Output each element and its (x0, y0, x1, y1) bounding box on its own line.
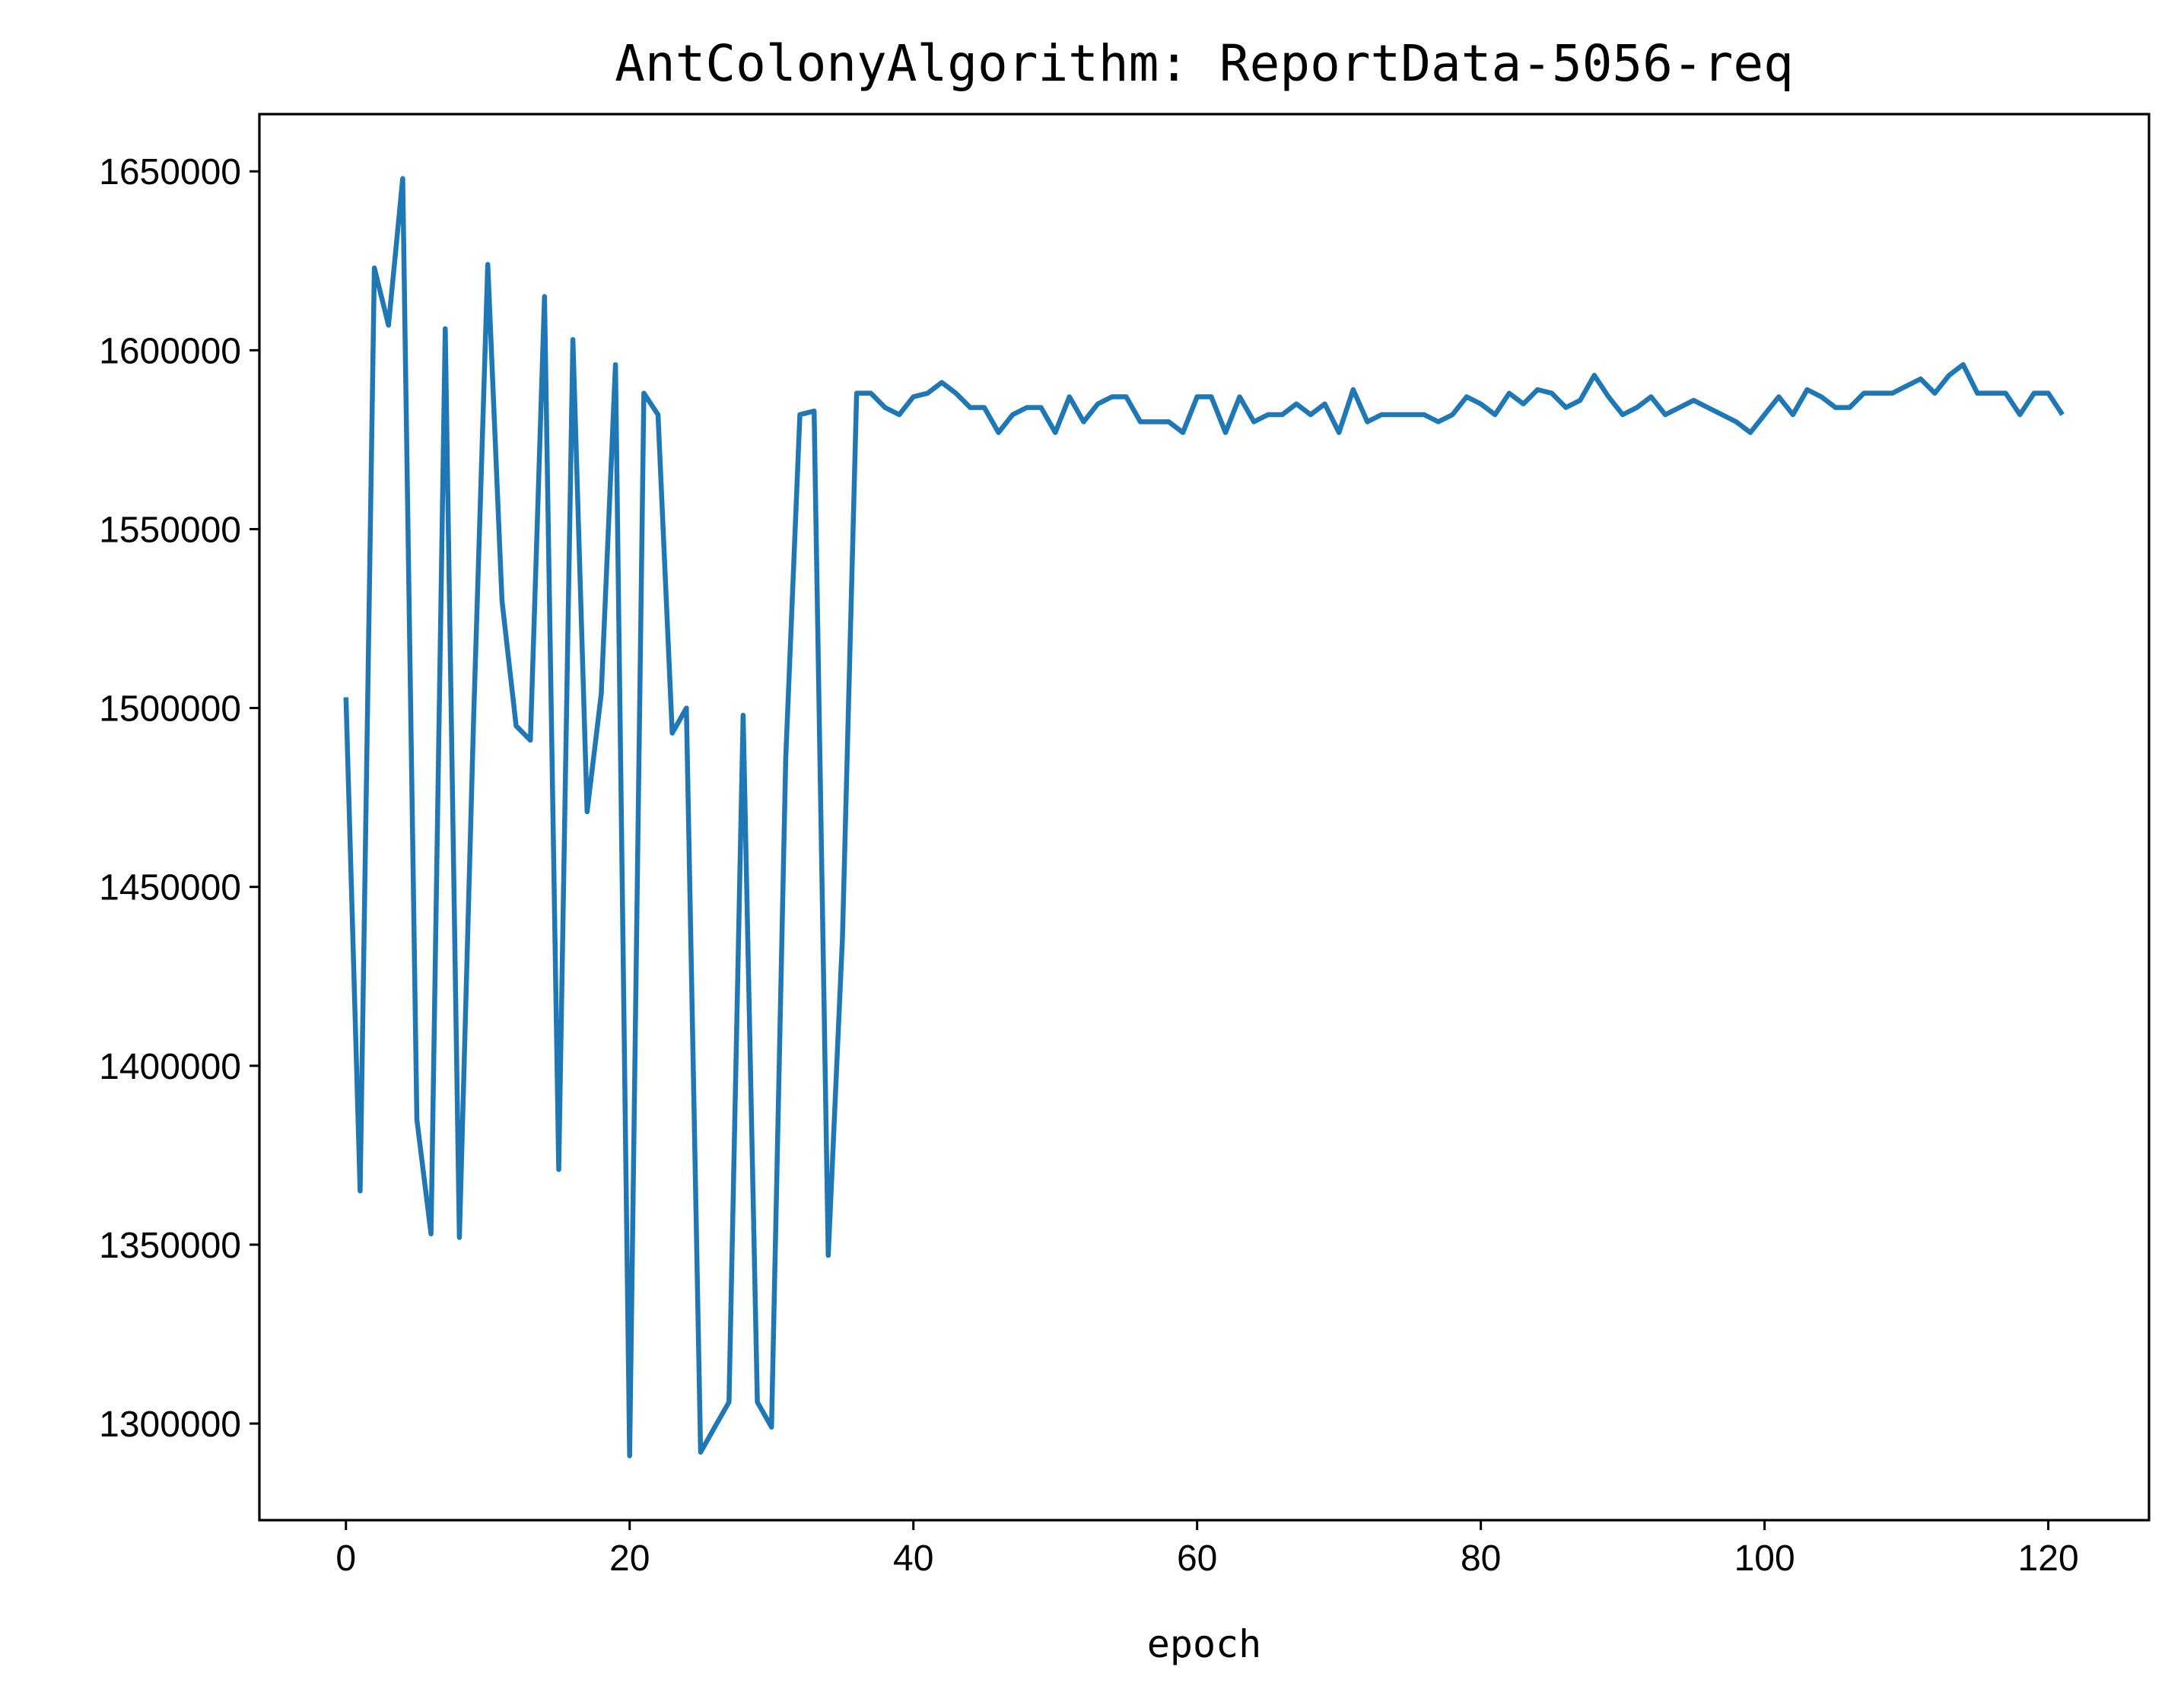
y-tick-label: 1400000 (99, 1047, 241, 1087)
y-tick-label: 1500000 (99, 689, 241, 730)
chart-title: AntColonyAlgorithm: ReportData-5056-req (615, 34, 1794, 93)
y-axis: 1300000 1350000 1400000 1450000 1500000 15500… (99, 152, 259, 1445)
plot-area (343, 176, 2065, 1459)
x-tick-label: 40 (893, 1538, 933, 1579)
y-tick-label: 1450000 (99, 868, 241, 908)
x-tick-label: 120 (2018, 1538, 2079, 1579)
plot-frame (258, 113, 2151, 1522)
x-axis: 0 20 40 60 80 100 120 (335, 1520, 2079, 1579)
y-tick-label: 1550000 (99, 510, 241, 550)
x-axis-label: epoch (1147, 1622, 1262, 1666)
x-tick-label: 80 (1461, 1538, 1501, 1579)
x-tick-label: 60 (1177, 1538, 1217, 1579)
series-line-0 (343, 176, 2065, 1459)
y-tick-label: 1600000 (99, 331, 241, 371)
x-tick-label: 0 (335, 1538, 356, 1579)
x-tick-label: 20 (609, 1538, 650, 1579)
x-tick-label: 100 (1734, 1538, 1795, 1579)
y-tick-label: 1300000 (99, 1405, 241, 1445)
y-tick-label: 1650000 (99, 152, 241, 192)
y-tick-label: 1350000 (99, 1226, 241, 1266)
